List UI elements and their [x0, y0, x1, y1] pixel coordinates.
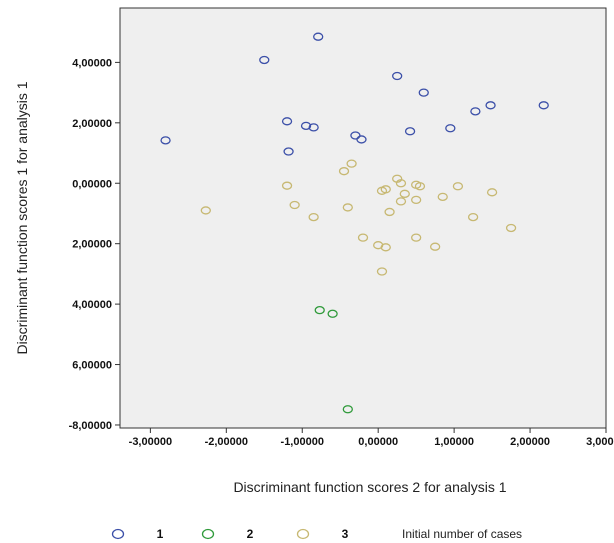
scatter-point-series-1 [418, 88, 429, 97]
scatter-point-series-3 [380, 243, 391, 252]
scatter-point-series-1 [160, 136, 171, 145]
scatter-point-series-3 [505, 223, 517, 233]
x-tick-label: 0,00000 [358, 436, 398, 448]
scatter-point-series-3 [399, 189, 410, 198]
scatter-point-series-3 [429, 242, 441, 251]
scatter-point-series-1 [538, 101, 549, 110]
scatter-point-series-3 [338, 167, 350, 176]
scatter-point-series-3 [411, 195, 422, 205]
scatter-point-series-1 [283, 147, 294, 156]
x-tick-label: 2,00000 [510, 436, 550, 448]
y-tick-label: -8,00000 [69, 420, 112, 432]
scatter-point-series-1 [392, 71, 403, 81]
scatter-point-series-3 [452, 182, 464, 191]
plot-area [119, 7, 607, 429]
scatter-point-series-1 [445, 124, 456, 133]
x-tick-label: -2,00000 [205, 436, 248, 448]
y-axis-label: Discriminant function scores 1 for analy… [14, 81, 30, 354]
scatter-point-series-1 [404, 127, 416, 136]
scatter-point-series-3 [289, 200, 300, 210]
x-tick-label: 1,00000 [434, 436, 474, 448]
scatter-point-series-3 [342, 203, 353, 212]
scatter-point-series-1 [313, 32, 324, 41]
scatter-point-series-3 [395, 179, 407, 188]
scatter-point-series-3 [376, 267, 388, 276]
scatter-point-series-3 [414, 182, 426, 191]
scatter-point-series-1 [308, 123, 319, 132]
y-tick-label: 2,00000 [72, 118, 112, 130]
scatter-point-series-1 [356, 135, 367, 144]
legend-marker-series-3 [296, 528, 310, 540]
scatter-point-series-3 [380, 185, 391, 194]
scatter-point-series-3 [467, 212, 479, 222]
legend-title: Initial number of cases [402, 527, 522, 541]
scatter-point-series-1 [470, 107, 481, 116]
y-tick-label: 4,00000 [72, 299, 112, 311]
x-tick-label: -1,00000 [281, 436, 324, 448]
y-tick-label: 4,00000 [72, 57, 112, 69]
legend-marker-series-1 [111, 528, 125, 540]
scatter-point-series-3 [308, 212, 319, 222]
scatter-point-series-1 [281, 117, 293, 126]
scatter-point-series-1 [259, 55, 270, 65]
legend: 1 2 3 Initial number of cases [111, 527, 522, 541]
scatter-point-series-3 [384, 207, 395, 217]
y-tick-label: 2,00000 [72, 239, 112, 251]
scatter-point-series-3 [357, 233, 369, 242]
legend-label-series-3: 3 [342, 527, 349, 541]
x-tick-label: -3,00000 [129, 436, 172, 448]
scatter-point-series-2 [342, 405, 353, 414]
scatter-point-series-3 [411, 233, 422, 242]
legend-marker-series-2 [201, 528, 215, 540]
scatter-point-series-2 [314, 306, 325, 315]
scatter-point-series-3 [281, 181, 293, 190]
scatter-point-series-3 [486, 188, 498, 197]
x-tick-label: 3,00000 [586, 436, 614, 448]
scatter-point-series-3 [437, 192, 448, 201]
legend-label-series-1: 1 [157, 527, 164, 541]
x-axis-label: Discriminant function scores 2 for analy… [233, 479, 506, 495]
scatter-point-series-3 [346, 159, 357, 168]
y-tick-label: 6,00000 [72, 360, 112, 372]
scatter-point-series-2 [327, 309, 338, 318]
legend-label-series-2: 2 [247, 527, 254, 541]
scatter-point-series-1 [485, 101, 496, 110]
scatter-point-series-3 [395, 197, 407, 206]
scatter-point-series-3 [200, 206, 211, 215]
scatter-point-series-1 [300, 121, 312, 130]
y-tick-label: 0,00000 [72, 178, 112, 190]
